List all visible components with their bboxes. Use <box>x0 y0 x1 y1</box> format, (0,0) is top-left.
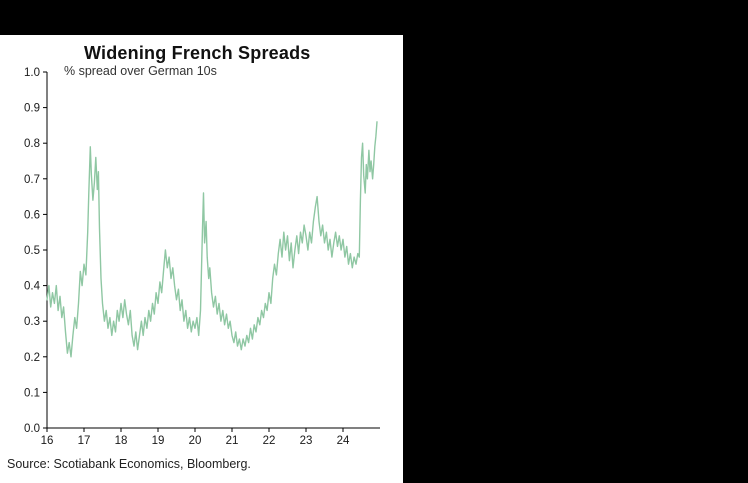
y-tick-label: 0.6 <box>24 209 40 221</box>
y-tick-label: 0.8 <box>24 138 40 150</box>
y-tick-label: 1.0 <box>24 67 40 79</box>
line-chart: 0.0 0.1 0.2 0.3 0.4 0.5 0.6 0.7 0.8 0.9 1.0 16 17 18 1… <box>24 67 380 447</box>
y-tick-label: 0.0 <box>24 423 40 435</box>
y-tick-label: 0.5 <box>24 245 40 257</box>
x-tick-label: 17 <box>78 435 91 447</box>
y-tick-label: 0.7 <box>24 174 40 186</box>
y-tick-label: 0.3 <box>24 316 40 328</box>
x-tick-label: 20 <box>189 435 202 447</box>
y-axis-annotation: % spread over German 10s <box>64 64 217 78</box>
x-tick-label: 18 <box>115 435 128 447</box>
y-tick-label: 0.1 <box>24 387 40 399</box>
source-note: Source: Scotiabank Economics, Bloomberg. <box>7 457 251 471</box>
x-tick-label: 19 <box>152 435 165 447</box>
chart-panel: Widening French Spreads 0.0 0.1 0.2 0.3 0.4 0… <box>0 35 403 483</box>
x-tick-label: 23 <box>300 435 313 447</box>
spread-line <box>46 121 378 358</box>
x-tick-label: 16 <box>41 435 54 447</box>
chart-title: Widening French Spreads <box>84 43 311 63</box>
y-tick-label: 0.2 <box>24 352 40 364</box>
y-tick-label: 0.9 <box>24 103 40 115</box>
x-tick-label: 22 <box>263 435 276 447</box>
x-tick-label: 24 <box>337 435 350 447</box>
y-tick-label: 0.4 <box>24 281 41 293</box>
x-tick-label: 21 <box>226 435 239 447</box>
